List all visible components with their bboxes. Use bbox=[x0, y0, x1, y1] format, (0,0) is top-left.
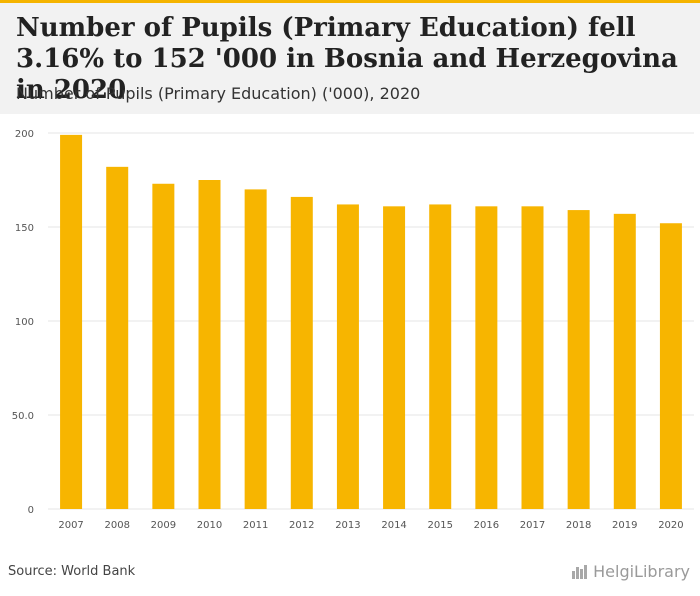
x-tick-label: 2018 bbox=[566, 520, 591, 531]
bar-2012[interactable] bbox=[290, 196, 313, 510]
bar-2011[interactable] bbox=[244, 189, 267, 509]
source-note: Source: World Bank bbox=[8, 564, 136, 579]
bar-2020[interactable] bbox=[659, 223, 682, 509]
bar-2015[interactable] bbox=[429, 204, 452, 509]
bar-2009[interactable] bbox=[152, 183, 175, 509]
brand-logo[interactable]: HelgiLibrary bbox=[572, 562, 690, 581]
x-tick-label: 2009 bbox=[151, 520, 176, 531]
y-axis-ticks: 0 50.0 100 150 200 bbox=[12, 129, 34, 516]
bar-2019[interactable] bbox=[613, 213, 636, 509]
bars bbox=[60, 134, 682, 510]
bar-2013[interactable] bbox=[336, 204, 359, 509]
bar-2016[interactable] bbox=[475, 206, 498, 509]
bar-2018[interactable] bbox=[567, 210, 590, 509]
x-tick-label: 2016 bbox=[474, 520, 499, 531]
y-tick-label: 0 bbox=[28, 505, 34, 516]
x-tick-label: 2019 bbox=[612, 520, 637, 531]
x-axis-ticks: 2007 2008 2009 2010 2011 2012 2013 2014 2015 2016… bbox=[58, 520, 683, 531]
y-tick-label: 100 bbox=[15, 317, 34, 328]
x-tick-label: 2020 bbox=[658, 520, 683, 531]
y-tick-label: 50.0 bbox=[12, 411, 34, 422]
chart-header: Number of Pupils (Primary Education) fel… bbox=[0, 0, 700, 114]
bar-2010[interactable] bbox=[198, 180, 221, 509]
y-tick-label: 150 bbox=[15, 223, 34, 234]
library-icon bbox=[572, 564, 588, 579]
x-tick-label: 2012 bbox=[289, 520, 314, 531]
x-tick-label: 2013 bbox=[335, 520, 360, 531]
chart-title: Number of Pupils (Primary Education) fel… bbox=[16, 13, 678, 105]
chart-subtitle: Number of Pupils (Primary Education) ('0… bbox=[16, 84, 421, 103]
x-tick-label: 2010 bbox=[197, 520, 222, 531]
bar-2014[interactable] bbox=[383, 206, 406, 509]
gridlines bbox=[48, 132, 694, 510]
x-tick-label: 2011 bbox=[243, 520, 268, 531]
bar-2008[interactable] bbox=[106, 166, 129, 509]
brand-name: HelgiLibrary bbox=[593, 562, 690, 581]
x-tick-label: 2014 bbox=[381, 520, 406, 531]
x-tick-label: 2008 bbox=[104, 520, 129, 531]
bar-2007[interactable] bbox=[60, 134, 83, 509]
x-tick-label: 2017 bbox=[520, 520, 545, 531]
x-tick-label: 2015 bbox=[427, 520, 452, 531]
x-tick-label: 2007 bbox=[58, 520, 83, 531]
y-tick-label: 200 bbox=[15, 129, 34, 140]
bar-2017[interactable] bbox=[521, 206, 544, 509]
